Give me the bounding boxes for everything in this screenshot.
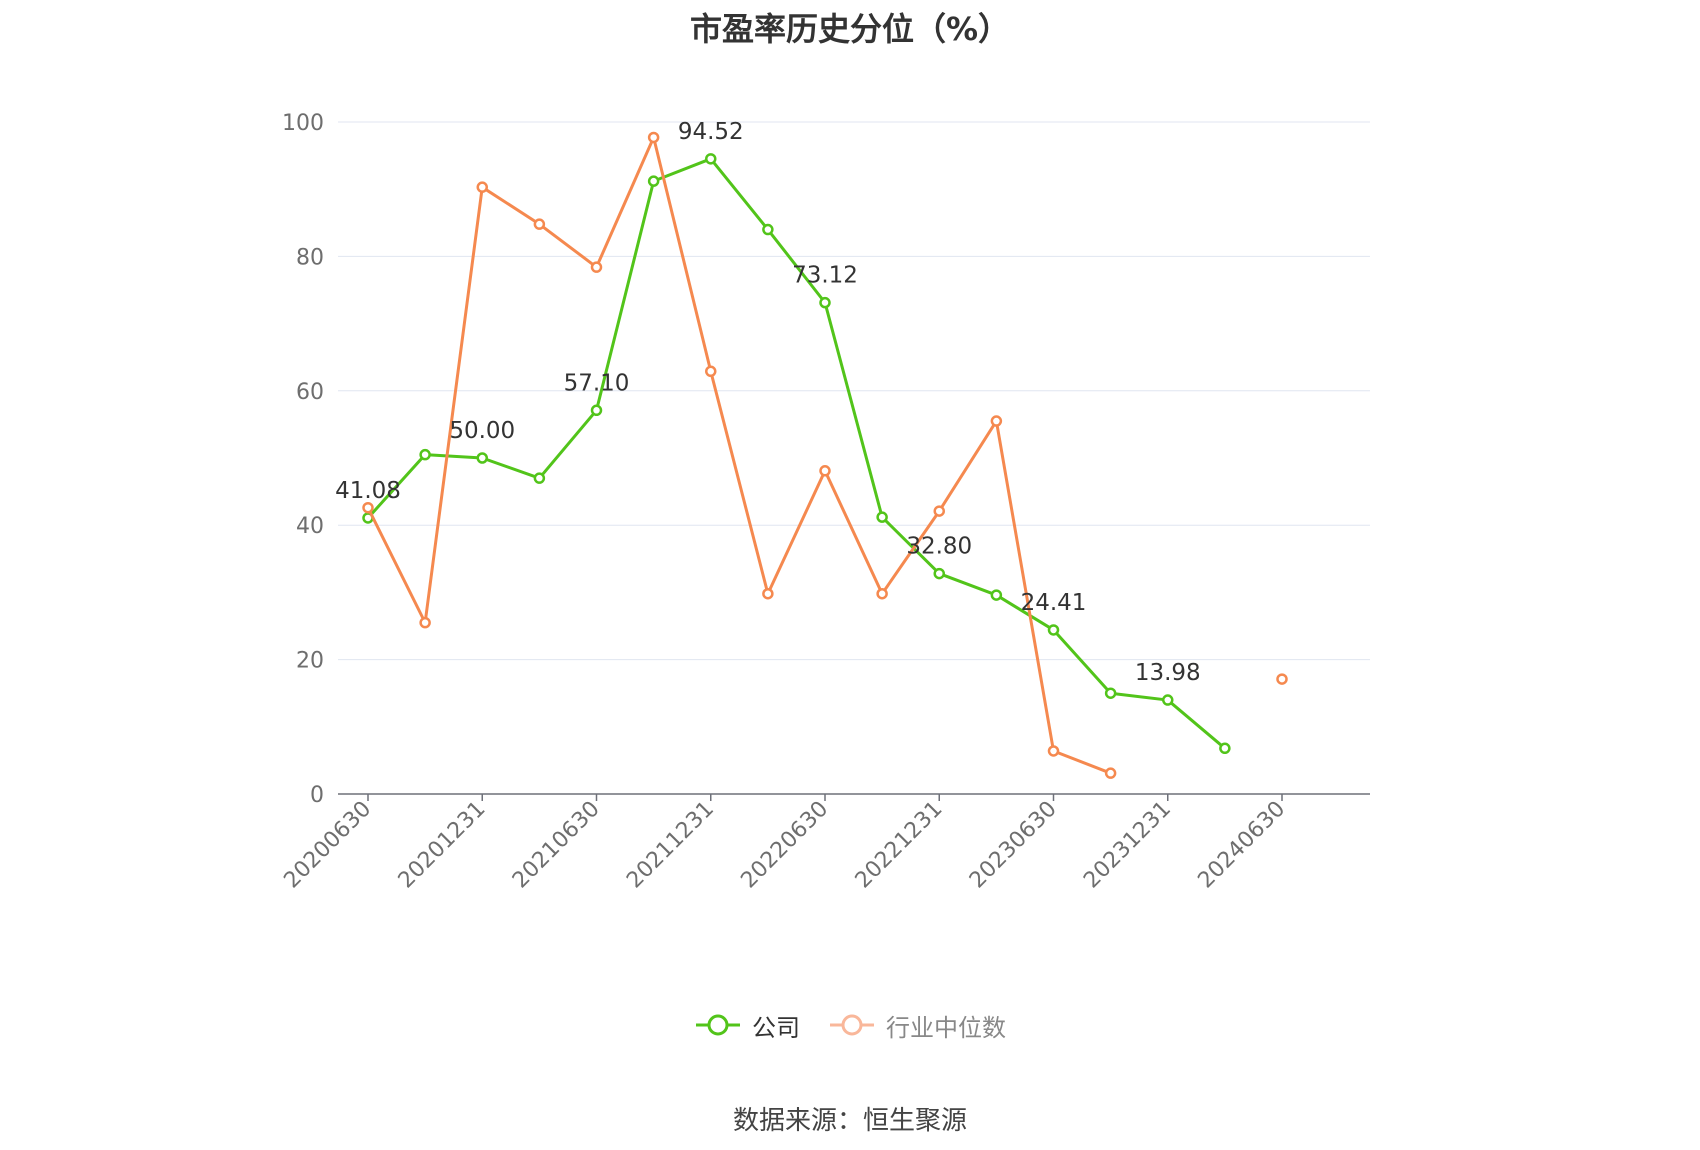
data-label: 13.98 [1135, 660, 1201, 686]
legend: 公司 行业中位数 [0, 1005, 1700, 1045]
grid-lines [338, 121, 1370, 661]
data-label: 24.41 [1021, 590, 1087, 616]
y-tick-label: 40 [296, 514, 324, 539]
data-point [590, 404, 603, 417]
data-point [705, 365, 717, 378]
data-point [419, 448, 431, 461]
data-point [705, 153, 717, 165]
y-tick-label: 20 [296, 649, 324, 674]
data-point [933, 567, 945, 580]
legend-item-industry[interactable]: 行业中位数 [828, 1008, 1006, 1043]
data-point [476, 452, 488, 464]
data-point [762, 223, 774, 236]
series-line [366, 157, 1226, 750]
x-tick-label: 20230630 [965, 797, 1062, 894]
data-point [876, 511, 888, 523]
series [362, 131, 1288, 779]
data-point [1104, 767, 1117, 779]
legend-item-company[interactable]: 公司 [694, 1008, 800, 1043]
x-tick-label: 20231231 [1079, 797, 1176, 894]
data-point [762, 587, 774, 600]
legend-label-industry: 行业中位数 [886, 1013, 1006, 1042]
y-tick-label: 80 [296, 245, 324, 270]
chart-title: 市盈率历史分位（%） [689, 10, 1011, 48]
legend-swatch-company [696, 1014, 740, 1036]
data-point [533, 472, 546, 484]
data-point [1047, 624, 1060, 636]
legend-label-company: 公司 [752, 1013, 800, 1042]
data-label: 32.80 [906, 534, 972, 560]
x-tick-label: 20211231 [622, 797, 719, 894]
data-label: 94.52 [678, 119, 744, 145]
data-point [647, 175, 660, 187]
series-industry [362, 131, 1288, 779]
data-point [819, 465, 831, 477]
x-tick-label: 20210630 [508, 797, 605, 894]
data-point [1219, 742, 1231, 755]
data-point [1047, 745, 1060, 757]
data-label: 41.08 [335, 478, 401, 504]
data-label: 73.12 [792, 263, 858, 289]
y-tick-label: 0 [310, 783, 324, 808]
data-source: 数据来源：恒生聚源 [732, 1106, 967, 1136]
legend-swatch-industry [830, 1014, 874, 1036]
x-tick-label: 20220630 [736, 797, 833, 894]
data-point [933, 505, 945, 517]
x-tick-label: 20240630 [1193, 797, 1290, 894]
data-point [419, 616, 431, 629]
x-tick-label: 20201231 [394, 797, 491, 894]
y-tick-label: 60 [296, 380, 324, 405]
data-label: 57.10 [564, 370, 630, 396]
data-point [1276, 673, 1288, 685]
data-point [990, 415, 1003, 427]
data-point [476, 181, 488, 193]
data-point [990, 589, 1003, 601]
y-tick-label: 100 [282, 111, 324, 136]
data-point [1104, 687, 1117, 699]
data-point [590, 261, 603, 273]
data-point [533, 218, 546, 230]
series-line [366, 135, 1112, 775]
data-point [647, 131, 660, 144]
data-point [876, 587, 888, 600]
x-tick-label: 20221231 [851, 797, 948, 894]
data-point [1162, 694, 1174, 706]
data-point [819, 296, 831, 309]
series-company [362, 153, 1231, 755]
axes: 0 20 40 60 80 100 20200630 20201231 20210630 2021… [279, 111, 1370, 893]
x-tick-label: 20200630 [279, 797, 376, 894]
data-labels: 41.08 50.00 57.10 94.52 73.12 32.80 24.41 13.98 [335, 119, 1201, 686]
data-point [362, 501, 374, 514]
data-label: 50.00 [449, 418, 515, 444]
